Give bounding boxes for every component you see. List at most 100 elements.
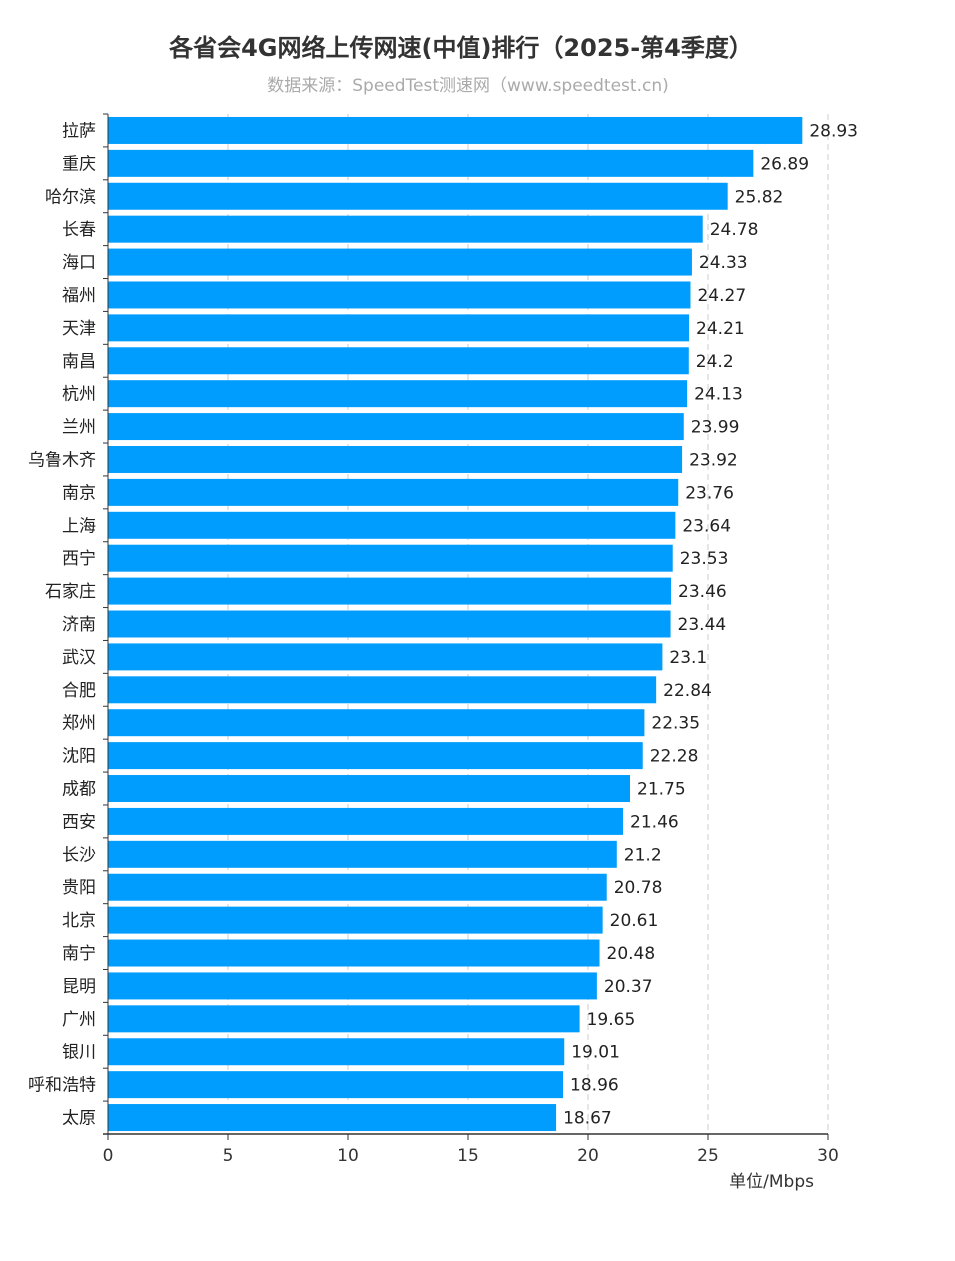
data-label: 21.75 [637, 780, 686, 800]
category-label: 重庆 [62, 154, 96, 174]
bar [108, 610, 671, 638]
bar [108, 1005, 580, 1033]
bar [108, 281, 691, 309]
x-tick-label: 10 [337, 1146, 359, 1166]
category-label: 贵阳 [62, 878, 96, 898]
bar [108, 215, 703, 243]
x-tick-label: 20 [577, 1146, 599, 1166]
bar [108, 742, 643, 770]
bar [108, 413, 684, 441]
data-label: 23.1 [669, 648, 707, 668]
data-label: 22.35 [651, 714, 700, 734]
bar [108, 511, 676, 539]
category-label: 济南 [62, 615, 96, 635]
bar [108, 445, 683, 473]
data-label: 23.76 [685, 483, 734, 503]
category-label: 上海 [62, 516, 96, 536]
bar [108, 314, 690, 342]
bar [108, 116, 803, 144]
category-label: 合肥 [62, 681, 96, 701]
bar [108, 906, 603, 934]
category-label: 海口 [62, 253, 96, 273]
bar [108, 643, 663, 671]
category-label: 太原 [62, 1109, 96, 1129]
data-label: 23.46 [678, 582, 727, 602]
category-label: 哈尔滨 [45, 187, 96, 207]
category-label: 石家庄 [45, 582, 96, 602]
data-label: 19.65 [587, 1010, 636, 1030]
bar [108, 149, 754, 177]
category-label: 南昌 [62, 352, 96, 372]
data-label: 26.89 [760, 154, 809, 174]
data-label: 23.92 [689, 450, 738, 470]
data-label: 21.46 [630, 812, 679, 832]
bar [108, 676, 657, 704]
data-label: 23.44 [678, 615, 727, 635]
data-label: 23.64 [682, 516, 731, 536]
bar [108, 1038, 565, 1066]
data-label: 19.01 [571, 1043, 620, 1063]
category-label: 兰州 [62, 418, 96, 438]
data-label: 24.2 [696, 352, 734, 372]
category-label: 沈阳 [62, 747, 96, 767]
bar [108, 248, 692, 276]
category-label: 西宁 [62, 549, 96, 569]
bar [108, 380, 688, 408]
data-label: 18.96 [570, 1076, 619, 1096]
category-label: 昆明 [62, 977, 96, 997]
data-label: 23.99 [691, 418, 740, 438]
x-tick-label: 30 [817, 1146, 839, 1166]
bar [108, 807, 624, 835]
data-label: 20.61 [610, 911, 659, 931]
bar [108, 347, 689, 375]
category-label: 西安 [62, 812, 96, 832]
data-label: 24.33 [699, 253, 748, 273]
data-label: 23.53 [680, 549, 729, 569]
bar [108, 972, 597, 1000]
category-label: 乌鲁木齐 [28, 450, 96, 470]
data-label: 25.82 [735, 187, 784, 207]
category-label: 北京 [62, 911, 96, 931]
category-label: 天津 [62, 319, 96, 339]
category-label: 南宁 [62, 944, 96, 964]
bar [108, 1104, 557, 1132]
category-label: 南京 [62, 483, 96, 503]
x-tick-label: 25 [697, 1146, 719, 1166]
bar [108, 544, 673, 572]
category-label: 福州 [62, 286, 96, 306]
data-label: 20.37 [604, 977, 653, 997]
category-label: 郑州 [62, 714, 96, 734]
bar [108, 775, 630, 803]
bar [108, 1071, 564, 1099]
data-label: 24.21 [696, 319, 745, 339]
category-label: 呼和浩特 [28, 1076, 96, 1096]
chart-subtitle: 数据来源：SpeedTest测速网（www.speedtest.cn) [267, 76, 669, 96]
category-label: 银川 [62, 1043, 96, 1063]
data-label: 22.28 [650, 747, 699, 767]
bar [108, 577, 672, 605]
chart-title: 各省会4G网络上传网速(中值)排行（2025-第4季度） [169, 34, 753, 62]
bar [108, 182, 728, 210]
x-tick-label: 5 [223, 1146, 234, 1166]
category-label: 武汉 [62, 648, 96, 668]
data-label: 20.48 [607, 944, 656, 964]
data-label: 24.27 [697, 286, 746, 306]
data-label: 20.78 [614, 878, 663, 898]
bar [108, 939, 600, 967]
data-label: 22.84 [663, 681, 712, 701]
bar [108, 478, 679, 506]
x-tick-label: 0 [103, 1146, 114, 1166]
data-label: 18.67 [563, 1109, 612, 1129]
x-tick-label: 15 [457, 1146, 479, 1166]
category-label: 拉萨 [62, 121, 96, 141]
data-label: 21.2 [624, 845, 662, 865]
bar [108, 709, 645, 737]
category-label: 广州 [62, 1010, 96, 1030]
category-label: 杭州 [62, 385, 96, 405]
category-label: 成都 [62, 780, 96, 800]
category-label: 长春 [62, 220, 96, 240]
category-label: 长沙 [62, 845, 96, 865]
bar [108, 873, 607, 901]
data-label: 28.93 [809, 121, 858, 141]
